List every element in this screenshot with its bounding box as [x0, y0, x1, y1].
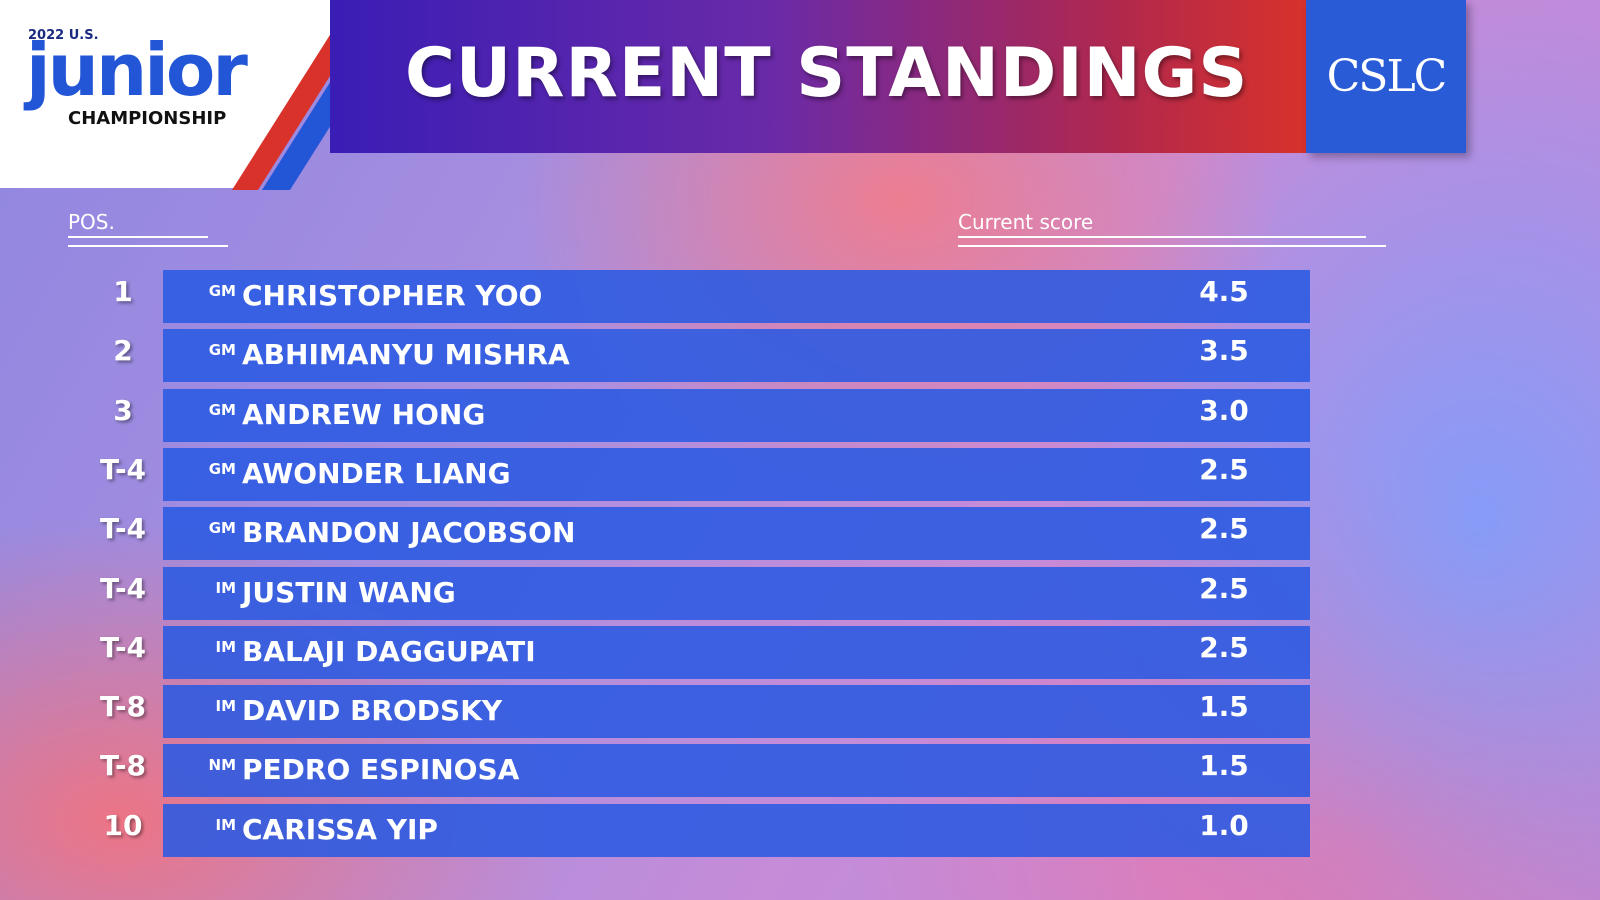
player-name: PEDRO ESPINOSA [242, 753, 520, 787]
player-title: IM [215, 637, 236, 656]
page-title: CURRENT STANDINGS [405, 34, 1249, 113]
position: T-8 [99, 749, 147, 783]
score: 3.0 [1199, 393, 1249, 427]
position: T-4 [99, 512, 147, 546]
player-name: DAVID BRODSKY [242, 694, 503, 728]
score: 3.5 [1199, 334, 1249, 368]
logo-subtitle: CHAMPIONSHIP [68, 108, 227, 129]
position: T-8 [99, 690, 147, 724]
player-title: GM [208, 400, 236, 419]
score: 2.5 [1199, 452, 1249, 486]
row-bar [163, 329, 1310, 383]
header-rule [958, 245, 1386, 247]
position: 10 [103, 808, 143, 842]
score: 2.5 [1199, 571, 1249, 605]
position: 2 [113, 334, 133, 368]
row-bar [163, 507, 1310, 561]
player-name: BALAJI DAGGUPATI [242, 634, 536, 668]
position: T-4 [99, 571, 147, 605]
row-bar [163, 566, 1310, 620]
player-title: GM [208, 282, 236, 300]
score: 1.0 [1199, 808, 1249, 842]
title-band [330, 0, 1310, 153]
score: 4.5 [1199, 275, 1249, 308]
logo-year: 2022 U.S. [28, 28, 99, 43]
player-name: CARISSA YIP [242, 812, 438, 846]
position-header: POS. [68, 210, 115, 234]
score: 2.5 [1199, 512, 1249, 546]
row-bar [163, 270, 1310, 323]
header-rule [958, 236, 1366, 238]
score: 1.5 [1199, 749, 1249, 783]
sponsor-logo: CSLC [1306, 0, 1466, 153]
player-title: GM [208, 459, 236, 478]
position: T-4 [99, 452, 147, 486]
player-name: BRANDON JACOBSON [242, 516, 576, 550]
row-bar [163, 744, 1310, 798]
row-bar [163, 803, 1310, 857]
position: 3 [113, 393, 133, 427]
score: 1.5 [1199, 690, 1249, 724]
logo-name: junior [26, 28, 248, 112]
header-rule [68, 245, 228, 247]
player-name: ABHIMANYU MISHRA [242, 338, 570, 372]
row-bar [163, 685, 1310, 739]
player-name: JUSTIN WANG [242, 575, 456, 609]
player-title: GM [208, 341, 236, 360]
row-bar [163, 625, 1310, 679]
header-rule [68, 236, 208, 238]
player-title: NM [208, 756, 236, 775]
row-bar [163, 447, 1310, 501]
score-header: Current score [958, 210, 1094, 234]
position: 1 [113, 275, 133, 308]
player-title: GM [208, 519, 236, 538]
player-title: IM [215, 815, 236, 834]
row-bar [163, 388, 1310, 442]
player-title: IM [215, 697, 236, 716]
player-name: ANDREW HONG [242, 397, 486, 431]
player-title: IM [215, 578, 236, 597]
score: 2.5 [1199, 630, 1249, 664]
player-name: AWONDER LIANG [242, 456, 511, 490]
player-name: CHRISTOPHER YOO [242, 279, 543, 312]
position: T-4 [99, 630, 147, 664]
